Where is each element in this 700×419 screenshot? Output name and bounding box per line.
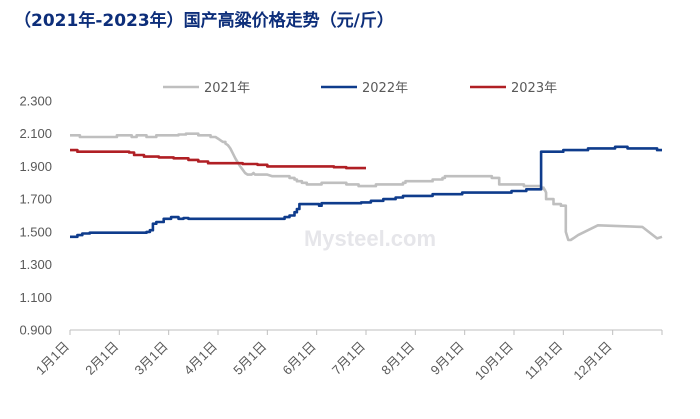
legend-label: 2022年 <box>362 81 408 96</box>
x-tick-label: 10月1日 <box>472 339 516 383</box>
x-tick-label: 1月1日 <box>33 339 72 378</box>
x-tick-label: 2月1日 <box>82 339 121 378</box>
x-tick-label: 7月1日 <box>329 339 368 378</box>
series-lines <box>70 132 663 242</box>
y-axis-labels: 0.900 1.100 1.300 1.500 1.700 1.900 2.100 2.300 <box>19 94 52 338</box>
x-tick-label: 3月1日 <box>132 339 171 378</box>
x-tick-label: 11月1日 <box>522 339 566 383</box>
x-tick-label: 6月1日 <box>280 339 319 378</box>
legend-label: 2021年 <box>204 81 250 96</box>
y-tick-label: 1.900 <box>19 159 52 174</box>
chart-title: （2021年-2023年）国产高粱价格走势（元/斤） <box>14 11 394 31</box>
x-tick-label: 12月1日 <box>570 339 614 383</box>
y-tick-label: 1.300 <box>19 257 52 272</box>
legend: 2021年 2022年 2023年 <box>163 81 557 96</box>
watermark-text: Mysteel.com <box>304 226 436 251</box>
y-tick-label: 1.500 <box>19 224 52 239</box>
x-tick-label: 4月1日 <box>181 339 220 378</box>
series-line <box>70 132 663 242</box>
y-tick-label: 2.300 <box>19 94 52 109</box>
y-tick-label: 1.700 <box>19 192 52 207</box>
x-tick-label: 8月1日 <box>378 339 417 378</box>
x-tick-label: 5月1日 <box>230 339 269 378</box>
legend-label: 2023年 <box>511 81 557 96</box>
x-axis: 1月1日 2月1日 3月1日 4月1日 5月1日 6月1日 7月1日 8月1日 9月1日 10月1… <box>33 329 663 383</box>
series-line <box>70 145 662 239</box>
series-line <box>70 148 366 170</box>
x-tick-label: 9月1日 <box>428 339 467 378</box>
y-tick-label: 2.100 <box>19 126 52 141</box>
y-tick-label: 0.900 <box>19 323 52 338</box>
y-tick-label: 1.100 <box>19 290 52 305</box>
